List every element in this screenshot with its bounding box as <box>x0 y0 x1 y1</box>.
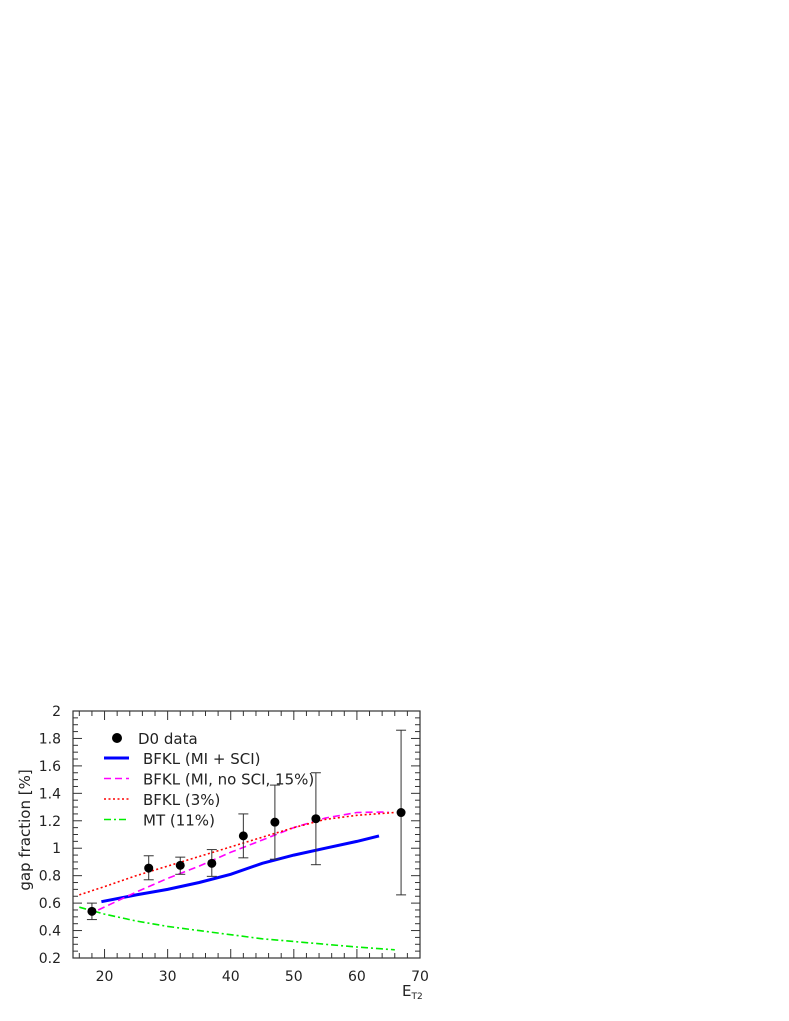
series-line-1 <box>97 811 389 911</box>
y-tick-label: 1.6 <box>39 759 61 775</box>
y-axis-label: gap fraction [%] <box>16 769 34 890</box>
data-point <box>175 860 185 870</box>
x-axis-label-sub: T2 <box>410 992 422 1002</box>
data-point <box>238 831 248 841</box>
series-line-0 <box>101 834 380 904</box>
y-tick-label: 1.4 <box>39 786 61 802</box>
series-group <box>79 811 395 951</box>
y-tick-label: 2 <box>52 704 61 720</box>
data-point <box>144 863 154 873</box>
legend-label-1: BFKL (MI, no SCI, 15%) <box>143 771 314 789</box>
y-tick-label: 0.8 <box>39 869 61 885</box>
y-tick-label: 0.4 <box>39 924 61 940</box>
x-axis-label-main: E <box>402 982 411 1000</box>
data-point <box>311 814 321 824</box>
legend-label-3: MT (11%) <box>143 812 215 830</box>
x-tick-label: 30 <box>159 969 177 985</box>
series-line-2 <box>79 811 395 896</box>
data-point <box>87 906 97 916</box>
legend-label-0: BFKL (MI + SCI) <box>143 750 260 768</box>
legend-label-2: BFKL (3%) <box>143 791 220 809</box>
x-tick-label: 40 <box>222 969 240 985</box>
legend: D0 data BFKL (MI + SCI) BFKL (MI, no SCI, … <box>104 730 314 830</box>
axis-ticks: 20 30 40 50 60 70 0.2 0.4 0.6 0.8 1 1.2 1.4 1.6 1.8 2 <box>39 704 429 985</box>
y-tick-label: 0.2 <box>39 951 61 967</box>
data-points-group <box>86 729 407 921</box>
data-point <box>207 858 217 868</box>
data-point <box>270 817 280 827</box>
x-tick-label: 50 <box>285 969 303 985</box>
data-point <box>396 808 406 818</box>
y-tick-label: 1 <box>52 841 61 857</box>
x-tick-label: 60 <box>348 969 366 985</box>
legend-marker-data <box>112 733 122 743</box>
y-tick-label: 1.8 <box>39 731 61 747</box>
x-tick-label: 20 <box>96 969 114 985</box>
x-tick-label: 70 <box>411 969 429 985</box>
y-tick-label: 0.6 <box>39 896 61 912</box>
series-line-3 <box>79 906 395 951</box>
x-axis-label: ET2 <box>402 982 423 1002</box>
y-tick-label: 1.2 <box>39 814 61 830</box>
legend-label-data: D0 data <box>138 730 198 748</box>
